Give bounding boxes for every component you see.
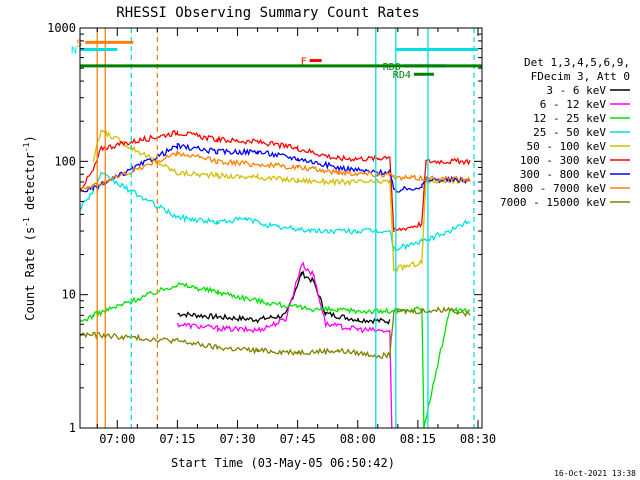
x-tick-label-4: 07:45	[280, 432, 316, 446]
annotation-label-1: S	[76, 38, 82, 49]
series-line-1	[177, 270, 391, 325]
series-line-3	[79, 281, 471, 429]
legend-label-8: 800 - 7000 keV	[513, 182, 606, 195]
y-tick-label-1: 1	[69, 421, 76, 435]
series-layer	[79, 129, 471, 429]
legend-header-line2: FDecim 3, Att 0	[531, 70, 630, 83]
annotation-label-4: RD0	[383, 62, 401, 73]
series-line-2	[176, 261, 393, 429]
y-axis-label: Count Rate (s-1 detector-1)	[22, 135, 37, 320]
legend: Det 1,3,4,5,6,9, FDecim 3, Att 0 3 - 6 k…	[500, 56, 630, 209]
y-axis-label-end: )	[23, 135, 37, 142]
annotation-label-5: RD4	[393, 70, 411, 81]
legend-label-2: 6 - 12 keV	[540, 98, 607, 111]
footer-date: 16-Oct-2021 13:38	[554, 469, 636, 478]
series-line-7	[79, 142, 471, 193]
legend-label-3: 12 - 25 keV	[533, 112, 606, 125]
x-tick-label-5: 08:00	[340, 432, 376, 446]
legend-label-5: 50 - 100 keV	[527, 140, 607, 153]
y-tick-label-3: 100	[54, 154, 76, 168]
x-axis-label: Start Time (03-May-05 06:50:42)	[171, 456, 395, 470]
x-tick-label-2: 07:15	[159, 432, 195, 446]
y-axis-label-sup2: -1	[22, 142, 31, 152]
series-line-4	[79, 171, 471, 252]
annotation-label-3: F	[301, 57, 307, 68]
x-tick-label-7: 08:30	[460, 432, 496, 446]
series-line-8	[79, 150, 471, 192]
legend-label-4: 25 - 50 keV	[533, 126, 606, 139]
series-line-9	[79, 306, 471, 360]
legend-label-6: 100 - 300 keV	[520, 154, 606, 167]
plot-frame	[79, 27, 483, 429]
legend-label-9: 7000 - 15000 keV	[500, 196, 606, 209]
y-axis-label-main: Count Rate (s	[23, 227, 37, 321]
x-tick-label-6: 08:15	[400, 432, 436, 446]
x-tick-label-3: 07:30	[219, 432, 255, 446]
y-axis-label-mid: detector	[23, 152, 37, 217]
legend-label-1: 3 - 6 keV	[546, 84, 606, 97]
y-tick-label-2: 10	[62, 288, 76, 302]
x-tick-label-1: 07:00	[99, 432, 135, 446]
legend-header-line1: Det 1,3,4,5,6,9,	[524, 56, 630, 69]
annotation-label-2: N	[71, 45, 77, 56]
legend-label-7: 300 - 800 keV	[520, 168, 606, 181]
series-line-6	[79, 129, 471, 233]
chart-title: RHESSI Observing Summary Count Rates	[116, 5, 419, 21]
axis-layer: 07:00 07:15 07:30 07:45 08:00 08:15 08:30 1 10 10…	[47, 21, 496, 446]
y-tick-label-4: 1000	[47, 21, 76, 35]
y-axis-label-sup1: -1	[22, 217, 31, 227]
